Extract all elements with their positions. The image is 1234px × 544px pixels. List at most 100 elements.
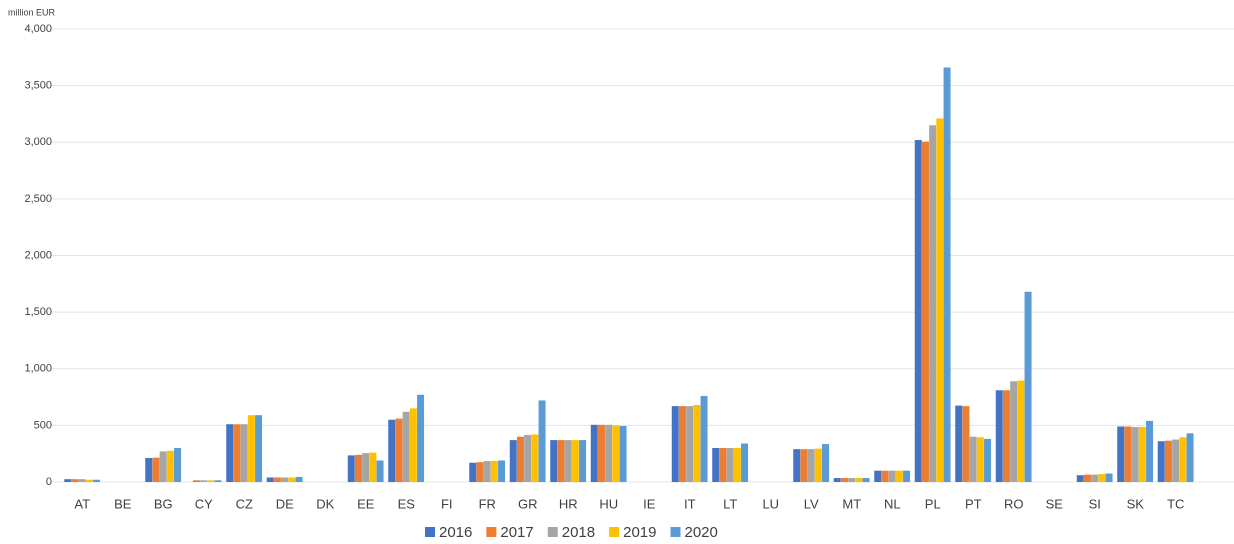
x-tick-label: BG bbox=[154, 496, 173, 511]
bar bbox=[483, 461, 491, 482]
bar bbox=[207, 480, 215, 482]
bar bbox=[700, 395, 708, 482]
x-tick-label: NL bbox=[884, 496, 901, 511]
bar bbox=[240, 424, 248, 482]
bar bbox=[1010, 381, 1018, 482]
legend-swatch bbox=[547, 527, 558, 537]
x-tick-label: TC bbox=[1167, 496, 1184, 511]
bar bbox=[678, 406, 686, 482]
bar bbox=[955, 405, 963, 482]
bar bbox=[557, 440, 565, 482]
legend-swatch bbox=[609, 527, 620, 537]
y-tick-label: 500 bbox=[34, 419, 52, 431]
bar bbox=[807, 449, 815, 482]
bar bbox=[266, 477, 274, 482]
bar bbox=[1017, 380, 1025, 482]
legend-label: 2017 bbox=[500, 524, 533, 541]
legend-swatch bbox=[670, 527, 681, 537]
bar bbox=[1124, 426, 1132, 482]
bar bbox=[814, 448, 822, 482]
bar bbox=[64, 479, 72, 482]
x-tick-label: LU bbox=[762, 496, 779, 511]
bar bbox=[840, 478, 848, 482]
x-tick-label: GR bbox=[518, 496, 538, 511]
legend-label: 2019 bbox=[623, 524, 656, 541]
bar bbox=[712, 448, 720, 482]
bar bbox=[469, 462, 477, 482]
bar bbox=[1024, 291, 1032, 482]
bar bbox=[793, 449, 801, 482]
bar bbox=[976, 437, 984, 482]
bar bbox=[943, 67, 951, 482]
bar bbox=[152, 457, 160, 482]
y-tick-label: 4,000 bbox=[24, 23, 52, 35]
bar bbox=[848, 478, 856, 482]
bar bbox=[571, 440, 579, 482]
x-tick-label: PT bbox=[965, 496, 982, 511]
bar bbox=[579, 440, 587, 482]
bar bbox=[1138, 427, 1146, 482]
legend-label: 2020 bbox=[685, 524, 718, 541]
bar bbox=[71, 479, 79, 482]
bar bbox=[362, 453, 370, 482]
bar bbox=[516, 436, 524, 482]
y-tick-label: 3,500 bbox=[24, 80, 52, 92]
bar bbox=[145, 457, 153, 482]
bar bbox=[881, 470, 889, 482]
x-tick-label: MT bbox=[842, 496, 861, 511]
bar bbox=[833, 478, 841, 482]
bar bbox=[369, 452, 377, 482]
y-tick-label: 2,000 bbox=[24, 249, 52, 261]
bar bbox=[281, 477, 289, 482]
bar bbox=[214, 480, 222, 482]
bar bbox=[800, 449, 808, 482]
x-tick-label: SI bbox=[1089, 496, 1101, 511]
bar bbox=[354, 454, 362, 482]
legend-swatch bbox=[425, 527, 435, 537]
bar bbox=[1131, 427, 1139, 482]
legend-label: 2018 bbox=[562, 524, 595, 541]
bar bbox=[619, 425, 627, 482]
bar bbox=[741, 443, 749, 482]
bar bbox=[1105, 473, 1113, 482]
bar bbox=[1164, 440, 1172, 482]
bar bbox=[550, 440, 558, 482]
y-tick-label: 1,500 bbox=[24, 306, 52, 318]
x-tick-label: IE bbox=[643, 496, 656, 511]
bar bbox=[1157, 441, 1165, 482]
bar bbox=[93, 479, 101, 482]
legend-label: 2016 bbox=[439, 524, 472, 541]
x-tick-label: EE bbox=[357, 496, 375, 511]
bar bbox=[288, 477, 296, 482]
bar bbox=[255, 415, 263, 482]
x-tick-label: PL bbox=[925, 496, 941, 511]
y-tick-label: 3,000 bbox=[24, 136, 52, 148]
bar bbox=[538, 400, 546, 482]
bar bbox=[733, 448, 741, 482]
bar bbox=[1172, 439, 1180, 482]
bar bbox=[226, 424, 234, 482]
x-tick-label: IT bbox=[684, 496, 696, 511]
bar bbox=[1091, 474, 1099, 482]
bar bbox=[417, 394, 425, 482]
bar bbox=[1179, 437, 1187, 482]
x-tick-label: ES bbox=[398, 496, 416, 511]
bar bbox=[395, 418, 403, 482]
bar bbox=[874, 470, 882, 482]
bar bbox=[995, 390, 1003, 482]
bar bbox=[509, 440, 517, 482]
bar bbox=[962, 406, 970, 482]
bar bbox=[402, 411, 410, 482]
x-tick-label: LV bbox=[804, 496, 819, 511]
bar bbox=[78, 479, 86, 482]
bar bbox=[1146, 420, 1154, 482]
x-tick-label: HR bbox=[559, 496, 578, 511]
bar bbox=[347, 455, 355, 482]
x-tick-label: HU bbox=[599, 496, 618, 511]
bar bbox=[174, 448, 182, 482]
bar bbox=[855, 478, 863, 482]
x-tick-label: LT bbox=[723, 496, 737, 511]
bar bbox=[376, 460, 384, 482]
bar bbox=[1076, 475, 1084, 482]
x-tick-label: SK bbox=[1127, 496, 1145, 511]
